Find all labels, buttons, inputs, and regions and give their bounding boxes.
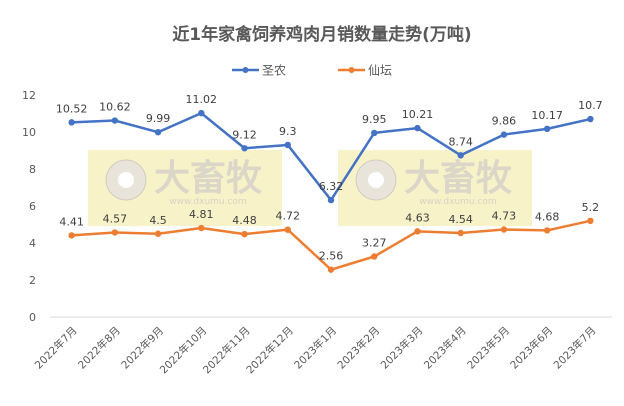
- x-tick-label: 2023年1月: [291, 324, 339, 372]
- data-label: 4.54: [448, 213, 473, 226]
- legend-item: 圣农: [232, 64, 286, 78]
- data-label: 9.95: [362, 113, 387, 126]
- x-tick-label: 2023年3月: [378, 324, 426, 372]
- data-label: 10.7: [578, 99, 603, 112]
- data-point: [327, 196, 335, 204]
- data-label: 5.2: [582, 201, 600, 214]
- data-point: [154, 230, 162, 237]
- data-point: [327, 266, 335, 273]
- x-tick-label: 2022年12月: [243, 324, 295, 376]
- data-point: [457, 152, 464, 159]
- data-point: [371, 253, 378, 260]
- data-point: [68, 119, 75, 126]
- y-tick-label: 12: [22, 89, 36, 102]
- data-label: 10.52: [56, 102, 88, 115]
- chart-title: 近1年家禽饲养鸡肉月销数量走势(万吨): [172, 24, 471, 45]
- data-point: [414, 228, 421, 235]
- x-tick-label: 2023年7月: [551, 324, 599, 372]
- data-label: 9.3: [279, 125, 297, 138]
- data-label: 4.5: [149, 214, 167, 227]
- watermark-eye-pupil: [368, 172, 384, 188]
- data-point: [111, 229, 119, 236]
- x-tick-label: 2023年2月: [335, 324, 383, 372]
- y-tick-label: 4: [29, 237, 36, 250]
- data-point: [284, 141, 291, 149]
- data-point: [284, 226, 291, 233]
- data-point: [457, 229, 464, 237]
- data-label: 2.56: [319, 250, 344, 263]
- data-label: 8.74: [448, 135, 473, 148]
- legend-label: 仙坛: [368, 64, 392, 78]
- legend-marker: [242, 67, 249, 73]
- data-label: 4.73: [492, 209, 517, 222]
- x-tick-label: 2022年7月: [32, 324, 80, 372]
- data-label: 10.17: [531, 109, 563, 122]
- y-tick-label: 2: [29, 274, 36, 287]
- data-point: [154, 128, 162, 136]
- data-label: 4.68: [535, 210, 560, 223]
- data-point: [414, 124, 421, 132]
- watermark-url: www.dxumu.com: [419, 197, 496, 207]
- data-label: 4.48: [232, 214, 257, 227]
- data-label: 4.57: [103, 212, 128, 225]
- x-tick-label: 2023年6月: [508, 324, 556, 372]
- data-label: 4.41: [59, 215, 84, 228]
- data-label: 10.62: [99, 101, 131, 114]
- data-point: [198, 224, 205, 232]
- data-label: 11.02: [186, 93, 218, 106]
- data-point: [198, 109, 205, 117]
- watermark-url: www.dxumu.com: [169, 197, 246, 207]
- data-point: [543, 125, 551, 133]
- data-point: [500, 131, 508, 138]
- x-tick-label: 2023年5月: [464, 324, 512, 372]
- series-shengnong: 10.52 10.62 9.99 11.02 9.12 9.3 6.32 9.95 10.21 8…: [56, 93, 603, 204]
- data-label: 4.81: [189, 208, 214, 221]
- watermark-text: 大畜牧: [154, 158, 263, 199]
- data-point: [543, 227, 551, 234]
- data-point: [68, 232, 75, 239]
- data-label: 9.86: [492, 115, 517, 128]
- legend-marker: [348, 67, 355, 73]
- data-point: [111, 117, 119, 124]
- data-label: 6.32: [319, 180, 344, 193]
- y-tick-label: 0: [29, 311, 36, 324]
- data-point: [500, 226, 508, 233]
- data-point: [371, 129, 378, 137]
- legend-label: 圣农: [262, 64, 286, 78]
- watermark-eye-pupil: [118, 172, 134, 188]
- data-point: [587, 115, 594, 123]
- x-tick-label: 2022年8月: [75, 324, 123, 372]
- y-tick-label: 8: [29, 163, 36, 176]
- series-group: 10.52 10.62 9.99 11.02 9.12 9.3 6.32 9.95 10.21 8…: [56, 93, 603, 273]
- data-label: 10.21: [402, 108, 434, 121]
- data-label: 9.99: [146, 112, 171, 125]
- y-tick-label: 6: [29, 200, 36, 213]
- data-label: 4.63: [405, 211, 430, 224]
- x-tick-label: 2022年9月: [119, 324, 167, 372]
- data-point: [241, 230, 248, 238]
- data-label: 9.12: [232, 128, 257, 141]
- legend-item: 仙坛: [338, 64, 392, 78]
- x-tick-label: 2023年4月: [421, 324, 469, 372]
- y-tick-label: 10: [22, 126, 36, 139]
- data-point: [241, 145, 248, 152]
- data-point: [587, 217, 594, 224]
- legend: 圣农 仙坛: [232, 64, 392, 78]
- watermark-text: 大畜牧: [404, 158, 513, 199]
- data-label: 4.72: [276, 210, 301, 223]
- data-label: 3.27: [362, 237, 387, 250]
- series-xiantan: 4.41 4.57 4.5 4.81 4.48 4.72 2.56 3.27 4.63 4.54 4…: [59, 201, 599, 273]
